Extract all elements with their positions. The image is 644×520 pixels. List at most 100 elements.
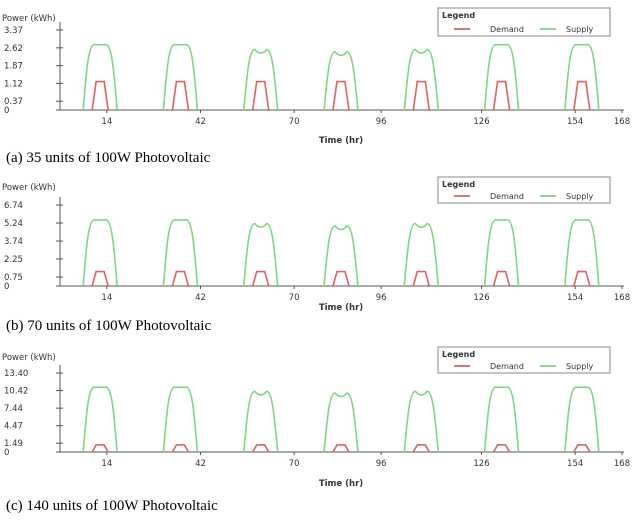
demand-line-day-5: [412, 80, 431, 111]
y-tick-label: 0.75: [4, 273, 23, 283]
y-tick-label: 1.49: [4, 439, 23, 449]
supply-line-day-4: [323, 51, 359, 111]
supply-line-day-7: [564, 219, 600, 287]
supply-line-day-6: [483, 386, 520, 453]
legend-title: Legend: [442, 350, 475, 359]
y-tick-label: 13.40: [4, 369, 28, 379]
legend: Legend Demand Supply: [437, 7, 611, 37]
y-tick-label: 1.12: [4, 79, 23, 89]
x-tick-label: 154: [567, 293, 583, 303]
y-tick-label: 4.47: [4, 422, 23, 432]
figure-caption: (b) 70 units of 100W Photovoltaic: [6, 318, 211, 334]
x-axis-label: Time (hr): [319, 479, 363, 489]
supply-line-day-7: [564, 386, 600, 453]
y-axis-label: Power (kWh): [2, 353, 56, 363]
y-tick-label: 0: [4, 448, 9, 458]
supply-line-day-1: [82, 219, 118, 287]
demand-line-day-3: [251, 270, 270, 287]
y-axis-label: Power (kWh): [2, 183, 56, 193]
legend-supply-label: Supply: [566, 192, 594, 201]
x-tick-label: 126: [473, 117, 489, 127]
demand-line-day-4: [332, 270, 350, 287]
legend-demand-label: Demand: [490, 362, 524, 371]
y-tick-label: 6.74: [4, 201, 23, 211]
demand-line-day-2: [171, 270, 190, 287]
x-tick-label: 14: [101, 117, 112, 127]
figure-caption: (c) 140 units of 100W Photovoltaic: [6, 498, 218, 514]
demand-line-day-6: [492, 444, 511, 453]
y-tick-label: 3.37: [4, 26, 23, 36]
supply-line-day-2: [162, 43, 199, 111]
legend-demand-label: Demand: [490, 25, 524, 34]
x-axis-label: Time (hr): [319, 136, 363, 146]
x-tick-label: 168: [614, 117, 630, 127]
supply-line-day-6: [483, 219, 520, 287]
y-tick-label: 10.42: [4, 387, 28, 397]
legend-supply-label: Supply: [566, 25, 594, 34]
demand-line-day-1: [91, 80, 109, 111]
demand-line-day-7: [573, 270, 591, 287]
x-tick-label: 154: [567, 117, 583, 127]
demand-line-day-4: [332, 80, 350, 111]
x-tick-label: 14: [101, 459, 112, 469]
supply-line-day-3: [242, 390, 279, 453]
y-tick-label: 2.62: [4, 44, 23, 54]
supply-line-day-1: [82, 386, 118, 453]
y-tick-label: 0: [4, 282, 9, 292]
x-tick-label: 168: [614, 459, 630, 469]
legend-box: [437, 346, 611, 374]
legend-title: Legend: [442, 11, 475, 20]
demand-line-day-5: [412, 270, 431, 287]
x-tick-label: 70: [289, 293, 300, 303]
x-tick-label: 70: [289, 117, 300, 127]
figure-caption: (a) 35 units of 100W Photovoltaic: [6, 150, 211, 166]
legend-box: [437, 7, 611, 37]
supply-line-day-2: [162, 219, 199, 287]
x-tick-label: 96: [376, 293, 387, 303]
legend-demand-label: Demand: [490, 192, 524, 201]
legend-title: Legend: [442, 180, 475, 189]
x-tick-label: 126: [473, 459, 489, 469]
x-tick-label: 70: [289, 459, 300, 469]
y-tick-label: 7.44: [4, 404, 23, 414]
x-tick-label: 126: [473, 293, 489, 303]
supply-line-day-3: [242, 48, 279, 111]
demand-line-day-3: [251, 80, 270, 111]
x-tick-label: 42: [195, 293, 206, 303]
legend-box: [437, 176, 611, 204]
x-axis-label: Time (hr): [319, 303, 363, 313]
demand-line-day-2: [171, 80, 190, 111]
chart-panel-b: Power (kWh) 00.75 2.25 3.74 5.24 6.74 14 42 70 96…: [2, 176, 630, 334]
legend: Legend Demand Supply: [437, 176, 611, 204]
supply-line-day-5: [403, 48, 440, 111]
x-tick-label: 96: [376, 117, 387, 127]
legend: Legend Demand Supply: [437, 346, 611, 374]
supply-line-day-4: [323, 225, 359, 287]
y-tick-label: 5.24: [4, 219, 23, 229]
demand-line-day-1: [91, 444, 109, 453]
supply-line-day-4: [323, 392, 359, 453]
chart-panel-a: Power (kWh) 00.37 1.12 1.87 2.62 3.37 14 42 70 96…: [2, 7, 630, 166]
y-tick-label: 1.87: [4, 62, 23, 72]
x-tick-label: 96: [376, 459, 387, 469]
supply-line-day-3: [242, 222, 279, 287]
supply-line-day-7: [564, 43, 600, 111]
y-axis-label: Power (kWh): [2, 14, 56, 24]
y-tick-label: 0.37: [4, 97, 23, 107]
x-tick-label: 42: [195, 459, 206, 469]
x-tick-label: 168: [614, 293, 630, 303]
demand-line-day-4: [332, 444, 350, 453]
x-tick-label: 42: [195, 117, 206, 127]
supply-line-day-5: [403, 390, 440, 453]
y-tick-label: 0: [4, 106, 9, 116]
demand-line-day-7: [573, 80, 591, 111]
demand-line-day-5: [412, 444, 430, 453]
supply-line-day-2: [162, 386, 199, 453]
supply-line-day-5: [403, 222, 440, 287]
demand-line-day-2: [171, 444, 190, 453]
x-tick-label: 14: [101, 293, 112, 303]
demand-line-day-7: [573, 444, 591, 453]
demand-line-day-6: [492, 80, 511, 111]
demand-line-day-1: [91, 270, 109, 287]
